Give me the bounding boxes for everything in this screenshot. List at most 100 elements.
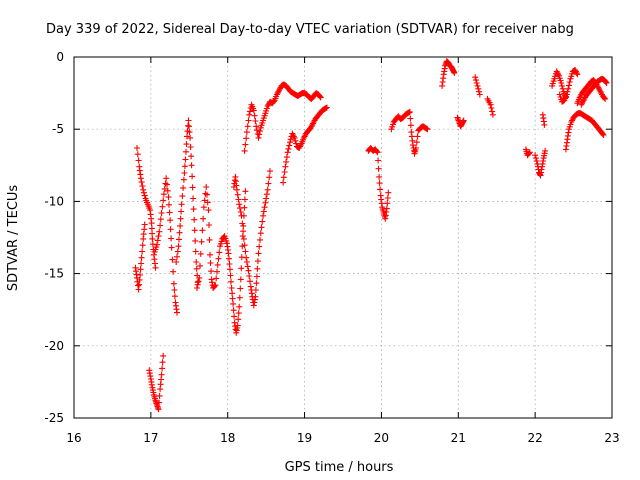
data-point — [235, 316, 242, 323]
data-point — [250, 302, 257, 309]
y-tick-label: -5 — [52, 122, 64, 136]
data-point — [162, 180, 169, 187]
data-point — [385, 189, 392, 196]
data-point — [242, 248, 249, 255]
data-point — [255, 250, 262, 257]
data-point — [236, 294, 243, 301]
data-point — [192, 237, 199, 244]
data-point — [187, 144, 194, 150]
data-point — [252, 287, 259, 293]
data-point — [487, 101, 494, 108]
data-point — [377, 186, 384, 193]
data-point — [158, 210, 165, 216]
y-tick-label: -20 — [44, 339, 64, 353]
data-point — [208, 268, 215, 275]
data-point — [574, 71, 581, 78]
data-point — [242, 188, 249, 195]
data-point — [152, 264, 159, 271]
data-point — [373, 148, 380, 155]
data-point — [140, 189, 147, 196]
data-point — [243, 135, 250, 142]
data-point — [532, 155, 539, 162]
data-point — [188, 153, 195, 160]
data-point — [409, 142, 416, 149]
data-point — [193, 265, 200, 272]
data-point — [160, 191, 167, 198]
data-point — [171, 293, 178, 300]
data-point — [170, 268, 177, 275]
data-point — [559, 82, 565, 89]
data-point — [257, 230, 264, 237]
data-point — [375, 157, 382, 164]
data-point — [250, 107, 257, 114]
data-point — [175, 243, 182, 250]
x-tick-label: 22 — [528, 431, 543, 445]
data-point — [230, 300, 237, 307]
data-point — [205, 207, 212, 214]
x-tick-label: 18 — [220, 431, 235, 445]
data-point — [155, 233, 162, 240]
data-point — [238, 265, 245, 272]
data-point — [601, 94, 608, 101]
data-point — [168, 235, 175, 242]
data-point — [211, 283, 218, 290]
data-point — [237, 285, 244, 292]
data-point — [167, 226, 174, 233]
data-point — [251, 112, 258, 119]
data-point — [181, 170, 188, 176]
data-point — [230, 307, 237, 314]
data-point — [603, 80, 610, 86]
data-point — [602, 95, 609, 102]
data-point — [138, 260, 145, 267]
data-point — [316, 93, 323, 100]
data-point — [178, 201, 185, 208]
data-point — [413, 145, 419, 151]
data-point — [188, 162, 195, 169]
data-point — [173, 259, 180, 265]
data-point — [384, 200, 391, 207]
data-point — [237, 276, 244, 283]
data-point — [475, 85, 482, 92]
data-point — [259, 218, 266, 225]
data-point — [384, 195, 391, 201]
data-point — [284, 149, 291, 156]
data-point — [263, 195, 270, 202]
x-tick-label: 19 — [297, 431, 312, 445]
data-point — [237, 205, 243, 212]
data-point — [234, 322, 241, 329]
data-point — [214, 268, 220, 275]
data-point — [204, 191, 210, 198]
data-point — [215, 255, 222, 262]
data-point — [200, 215, 207, 222]
data-point — [148, 220, 155, 227]
data-point — [565, 129, 572, 136]
data-point — [280, 179, 287, 186]
grid — [74, 57, 612, 418]
data-point — [157, 216, 164, 223]
data-point — [228, 285, 235, 291]
data-point — [195, 278, 202, 285]
data-point — [141, 192, 148, 199]
data-point — [287, 139, 293, 146]
data-point — [476, 91, 483, 98]
data-point — [538, 166, 545, 173]
data-point — [160, 197, 167, 204]
data-point — [241, 147, 248, 154]
data-point — [283, 158, 290, 165]
data-point — [193, 259, 200, 265]
data-point — [287, 136, 294, 143]
data-point — [196, 274, 203, 281]
data-point — [163, 175, 170, 182]
data-point — [235, 196, 242, 203]
data-point — [177, 215, 184, 222]
data-point — [184, 133, 190, 140]
data-point — [573, 69, 580, 76]
data-point — [197, 250, 204, 257]
data-point — [234, 191, 241, 198]
data-point — [191, 227, 198, 234]
data-point — [156, 399, 163, 406]
data-point — [252, 118, 259, 124]
y-axis-label: SDTVAR / TECUs — [6, 185, 21, 292]
plot-frame — [73, 56, 613, 419]
data-point — [200, 204, 207, 211]
